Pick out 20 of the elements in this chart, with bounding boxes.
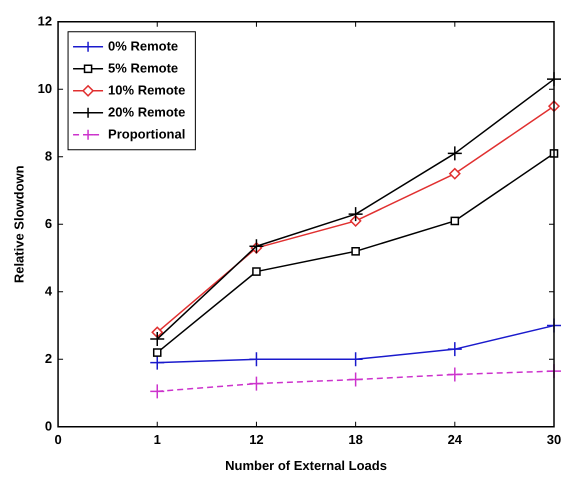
x-tick-label: 0 (54, 432, 62, 448)
y-tick-label: 10 (38, 80, 52, 96)
x-tick-label: 18 (348, 432, 363, 448)
y-tick-label: 8 (44, 148, 52, 164)
x-axis-title: Number of External Loads (225, 458, 387, 473)
legend-label: Proportional (108, 126, 186, 142)
legend-label: 10% Remote (108, 82, 186, 98)
y-tick-label: 2 (44, 350, 52, 366)
y-tick-label: 12 (38, 13, 52, 28)
y-tick-label: 4 (44, 283, 53, 298)
y-axis-title: Relative Slowdown (11, 165, 26, 284)
legend-label: 5% Remote (108, 60, 178, 76)
y-tick-label: 6 (44, 216, 52, 231)
x-tick-label: 24 (448, 432, 463, 448)
x-tick-label: 1 (154, 432, 161, 448)
x-tick-label: 30 (546, 432, 562, 448)
y-tick-label: 0 (44, 418, 52, 434)
legend-label: 0% Remote (108, 38, 178, 54)
x-tick-label: 12 (249, 432, 264, 448)
legend-label: 20% Remote (108, 104, 186, 120)
